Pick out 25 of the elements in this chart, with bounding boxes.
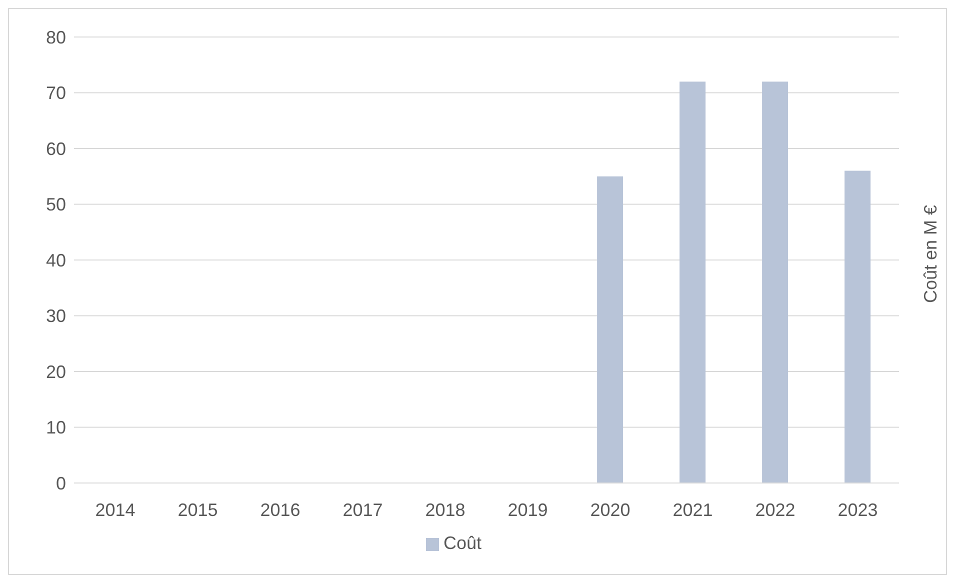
x-tick-label: 2023: [838, 500, 878, 520]
y-tick-label: 70: [46, 83, 66, 104]
bar: [680, 82, 706, 483]
x-tick-label: 2018: [425, 500, 466, 520]
y-tick-label: 60: [46, 138, 66, 159]
x-tick-label: 2019: [508, 500, 548, 520]
y-tick-label: 40: [46, 250, 66, 270]
y-tick-label: 0: [56, 473, 66, 494]
bar: [844, 170, 871, 483]
y-tick-label: 10: [46, 418, 66, 438]
x-tick-label: 2022: [755, 500, 796, 520]
x-tick-label: 2015: [178, 500, 218, 520]
x-tick-label: 2017: [342, 500, 383, 520]
x-tick-label: 2020: [590, 500, 630, 520]
legend-label: Coût: [443, 533, 482, 553]
y-tick-label: 50: [46, 194, 66, 215]
y-tick-label: 20: [46, 362, 66, 382]
bar: [762, 82, 788, 483]
y-tick-label: 30: [46, 306, 66, 326]
y-tick-label: 80: [46, 27, 66, 48]
y-axis-title: Coût en M €: [920, 204, 942, 304]
x-tick-label: 2021: [672, 500, 713, 520]
x-tick-label: 2016: [260, 500, 300, 520]
bar: [597, 176, 624, 483]
x-tick-label: 2014: [95, 500, 136, 520]
